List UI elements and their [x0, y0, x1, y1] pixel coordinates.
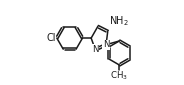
Text: CH$_3$: CH$_3$	[110, 70, 128, 82]
Text: Cl: Cl	[46, 33, 56, 43]
Text: NH$_2$: NH$_2$	[109, 14, 129, 28]
Text: N: N	[92, 45, 99, 54]
Text: N: N	[103, 40, 109, 49]
